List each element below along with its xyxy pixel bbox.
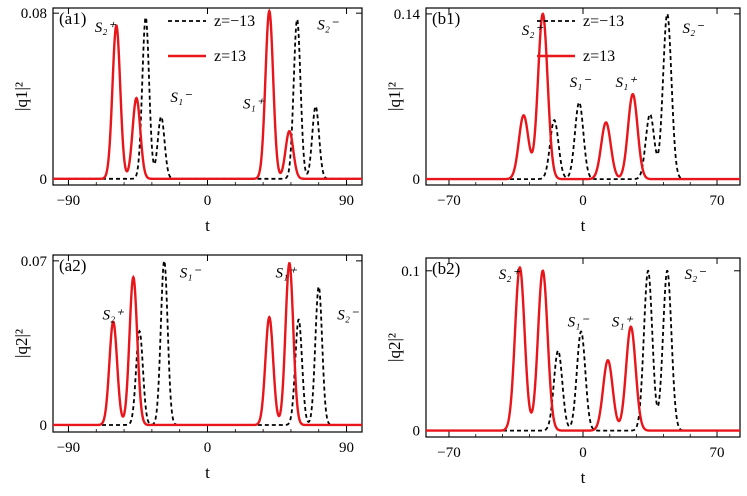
panel-b2: −70 0 70 0 0.1 t |q2|² (b2) S₂⁺ S₁⁻ S₁⁺ S₂⁻: [385, 257, 741, 487]
y-axis-label: |q2|²: [385, 333, 404, 362]
soliton-annotation: S₁⁻: [570, 75, 592, 91]
soliton-annotation: S₂⁺: [499, 267, 521, 283]
y-tick-label: 0: [413, 172, 421, 188]
x-tick-label: −90: [57, 440, 80, 456]
soliton-annotation: S₂⁻: [317, 18, 339, 34]
series-line-z-13: [426, 12, 740, 181]
plot-frame: [425, 257, 741, 438]
soliton-annotation: S₁⁻: [170, 90, 192, 106]
y-tick-label: 0: [40, 418, 48, 434]
soliton-annotation: S₂⁺: [102, 307, 124, 323]
series-line-z-minus-13: [426, 13, 740, 180]
soliton-annotation: S₁⁻: [180, 265, 202, 281]
panel-label: (b2): [432, 259, 460, 278]
panel-label: (a2): [59, 256, 86, 275]
panel-label: (a1): [59, 9, 86, 28]
legend-label-solid: z=13: [214, 48, 246, 65]
y-axis-label: |q1|²: [12, 82, 31, 111]
soliton-annotation: S₂⁻: [337, 307, 359, 323]
y-tick-label: 0: [413, 424, 421, 440]
x-axis-label: t: [581, 468, 586, 487]
x-tick-label: −90: [57, 193, 80, 209]
x-tick-label: 0: [204, 193, 212, 209]
x-tick-label: 70: [710, 445, 725, 461]
legend-label-dashed: z=−13: [214, 13, 255, 30]
x-axis-label: t: [205, 216, 210, 235]
series-line-z-13: [426, 265, 740, 432]
soliton-annotation: S₁⁺: [275, 265, 297, 281]
x-tick-label: 0: [579, 193, 587, 209]
y-axis-label: |q2|²: [12, 329, 31, 358]
x-tick-label: 90: [339, 440, 354, 456]
legend-label-solid: z=13: [583, 48, 615, 65]
x-tick-label: −70: [437, 193, 460, 209]
y-tick-label: 0.08: [21, 6, 47, 22]
y-tick-label: 0: [40, 172, 48, 188]
y-tick-label: 0.1: [401, 264, 420, 280]
soliton-annotation: S₁⁺: [243, 96, 265, 112]
panel-a1: −90 0 90 0 0.08 t |q1|² (a1) S₂⁺ S₁⁻ S₁⁺ S₂⁻ z=−13 z=…: [12, 6, 363, 235]
x-axis-label: t: [581, 216, 586, 235]
soliton-annotation: S₂⁺: [522, 23, 544, 39]
x-tick-label: 0: [579, 445, 587, 461]
series-line-z-13: [53, 262, 362, 427]
x-tick-label: 90: [339, 193, 354, 209]
x-tick-label: −70: [437, 445, 460, 461]
panel-b1: −70 0 70 0 0.14 t |q1|² (b1) S₂⁺ S₁⁻ S₁⁺ S₂⁻ z=−13 z=…: [385, 7, 741, 235]
soliton-annotation: S₂⁻: [683, 21, 705, 37]
soliton-annotation: S₁⁻: [568, 315, 590, 331]
series-line-z-minus-13: [426, 269, 740, 432]
soliton-annotation: S₂⁻: [684, 267, 706, 283]
soliton-annotation: S₂⁺: [95, 20, 117, 36]
soliton-annotation: S₁⁺: [612, 315, 634, 331]
x-axis-label: t: [205, 463, 210, 482]
y-tick-label: 0.07: [21, 254, 48, 270]
series-line-z-minus-13: [53, 258, 362, 426]
panel-label: (b1): [432, 9, 460, 28]
y-axis-label: |q1|²: [385, 82, 404, 111]
y-tick-label: 0.14: [394, 7, 421, 23]
series-line-z-13: [53, 8, 362, 180]
series-line-z-minus-13: [53, 14, 362, 180]
soliton-annotation: S₁⁺: [616, 75, 638, 91]
legend-label-dashed: z=−13: [583, 13, 624, 30]
panel-a2: −90 0 90 0 0.07 t |q2|² (a2) S₂⁺ S₁⁻ S₁⁺ S₂⁻: [12, 254, 363, 482]
x-tick-label: 70: [710, 193, 725, 209]
x-tick-label: 0: [204, 440, 212, 456]
